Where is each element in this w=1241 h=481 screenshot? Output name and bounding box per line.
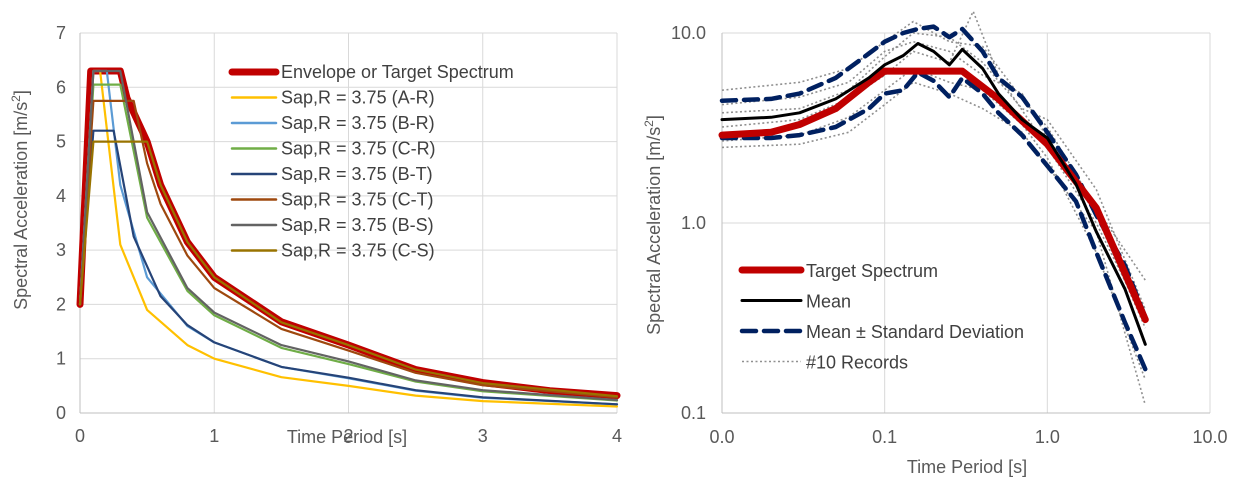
right-x-tick-label: 10.0 — [1192, 427, 1227, 447]
left-series-line-sap-r-3-75-b-s — [78, 69, 619, 402]
right-y-axis-label-end: ] — [644, 115, 664, 120]
right-x-tick-label: 1.0 — [1035, 427, 1060, 447]
left-legend-label: Sap,R = 3.75 (C-R) — [281, 139, 436, 159]
right-legend-label: #10 Records — [806, 353, 908, 373]
left-y-axis-label: Spectral Acceleration [m/s2] — [9, 90, 31, 310]
left-legend-label: Sap,R = 3.75 (A-R) — [281, 88, 435, 108]
right-x-tick-label: 0.1 — [872, 427, 897, 447]
left-y-axis-label-sup: 2 — [9, 95, 23, 102]
left-x-axis-label: Time Period [s] — [287, 427, 407, 447]
right-series-line-series-5 — [721, 81, 1147, 406]
right-legend: Target Spectrum Mean Mean ± Standard Devia… — [738, 261, 1024, 373]
left-x-tick-label: 1 — [209, 426, 219, 446]
right-series-line-series-3 — [719, 70, 1148, 372]
right-y-tick-label: 0.1 — [681, 403, 706, 423]
right-series-line-series-8 — [721, 67, 1147, 380]
right-y-tick-label: 10.0 — [671, 23, 706, 43]
left-x-tick-label: 0 — [75, 426, 85, 446]
right-series-line-series-6 — [721, 10, 1147, 323]
right-series-line-mean-standard-deviation — [719, 24, 1148, 320]
left-x-tick-label: 4 — [612, 426, 622, 446]
left-y-tick-label: 2 — [56, 294, 66, 314]
left-y-tick-label: 5 — [56, 132, 66, 152]
left-series-line-sap-r-3-75-c-s — [78, 140, 619, 398]
left-legend-label: Sap,R = 3.75 (B-T) — [281, 164, 433, 184]
left-legend-label: Sap,R = 3.75 (B-R) — [281, 113, 435, 133]
right-y-tick-label: 1.0 — [681, 213, 706, 233]
right-chart: 0.11.010.00.0 0.1 1.0 10.0 Time Period [s] … — [642, 10, 1228, 477]
left-series-line-sap-r-3-75-b-t — [78, 129, 619, 406]
left-legend-label: Sap,R = 3.75 (B-S) — [281, 215, 434, 235]
right-x-tick-label: 0.0 — [709, 427, 734, 447]
right-x-axis-label: Time Period [s] — [907, 457, 1027, 477]
right-legend-label: Target Spectrum — [806, 261, 938, 281]
left-x-tick-label: 3 — [478, 426, 488, 446]
left-y-axis-label-main: Spectral Acceleration [m/s — [11, 102, 31, 310]
left-y-tick-label: 0 — [56, 403, 66, 423]
left-legend-label: Envelope or Target Spectrum — [281, 62, 514, 82]
left-y-tick-label: 7 — [56, 23, 66, 43]
left-y-tick-label: 6 — [56, 77, 66, 97]
right-series-line-10-records — [721, 20, 1146, 281]
left-y-tick-label: 3 — [56, 240, 66, 260]
left-x-tick-label: 2 — [343, 426, 353, 446]
left-legend: Envelope or Target Spectrum Sap,R = 3.75 … — [228, 62, 514, 261]
left-y-axis-label-end: ] — [11, 90, 31, 95]
right-legend-label: Mean ± Standard Deviation — [806, 322, 1024, 342]
right-legend-label: Mean — [806, 292, 851, 312]
left-legend-label: Sap,R = 3.75 (C-T) — [281, 190, 434, 210]
left-y-tick-label: 1 — [56, 349, 66, 369]
right-series-line-mean — [720, 42, 1147, 346]
left-legend-label: Sap,R = 3.75 (C-S) — [281, 241, 435, 261]
left-y-tick-label: 4 — [56, 186, 66, 206]
left-chart: 0 1 2 3 4 5 6 7 0 1 2 3 4 Time Period [s] Spectral A… — [9, 23, 622, 447]
right-y-axis-label-sup: 2 — [642, 120, 656, 127]
right-y-axis-label-main: Spectral Acceleration [m/s — [644, 127, 664, 335]
right-y-axis-label: Spectral Acceleration [m/s2] — [642, 115, 664, 335]
